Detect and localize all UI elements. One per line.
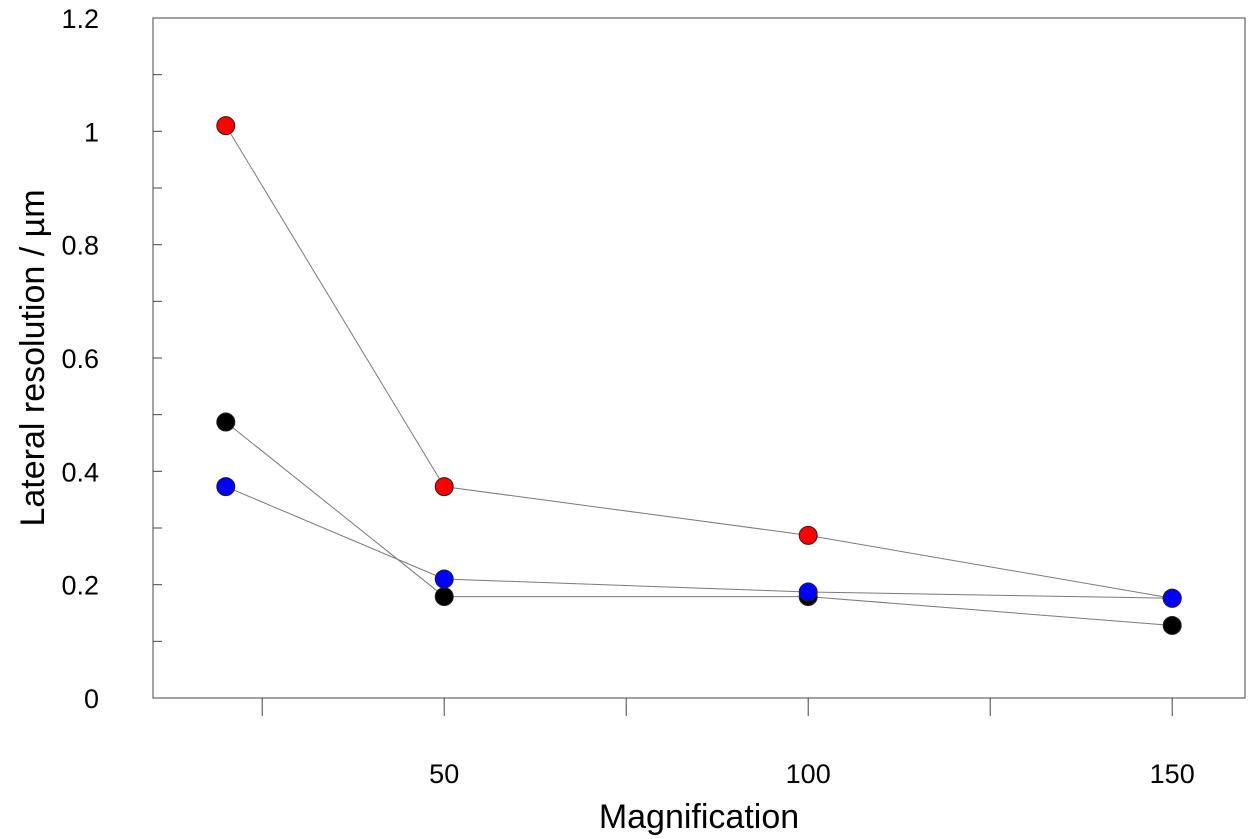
x-tick-label: 100 bbox=[786, 759, 831, 789]
y-tick-label: 0.4 bbox=[61, 457, 99, 487]
series-lines bbox=[225, 125, 1173, 626]
x-tick-label: 50 bbox=[429, 759, 459, 789]
series-line-black bbox=[225, 421, 1173, 626]
x-axis-title: Magnification bbox=[599, 798, 799, 836]
series-line-blue bbox=[225, 486, 1173, 599]
x-tick-label: 150 bbox=[1150, 759, 1195, 789]
data-point-red bbox=[798, 525, 818, 545]
data-point-black bbox=[434, 587, 454, 607]
x-axis: 50 100 150 bbox=[261, 698, 1195, 789]
y-tick-label: 0.2 bbox=[61, 571, 99, 601]
y-tick-label: 1.2 bbox=[61, 4, 99, 34]
y-axis-title: Lateral resolution / µm bbox=[14, 189, 52, 526]
data-point-blue bbox=[1162, 588, 1182, 608]
data-point-blue bbox=[434, 569, 454, 589]
data-point-red bbox=[216, 116, 236, 136]
data-points bbox=[216, 116, 1182, 635]
y-tick-label: 0.8 bbox=[61, 231, 99, 261]
series-line-red bbox=[225, 125, 1173, 599]
y-tick-label: 0 bbox=[84, 684, 99, 714]
data-point-blue bbox=[798, 582, 818, 602]
data-point-blue bbox=[216, 477, 236, 497]
plot-frame bbox=[152, 17, 1246, 699]
data-point-black bbox=[216, 412, 236, 432]
data-point-red bbox=[434, 477, 454, 497]
y-tick-label: 0.6 bbox=[61, 344, 99, 374]
y-axis: 0 0.2 0.4 0.6 0.8 1 1.2 bbox=[61, 4, 162, 714]
y-tick-label: 1 bbox=[84, 117, 99, 147]
data-point-black bbox=[1162, 615, 1182, 635]
